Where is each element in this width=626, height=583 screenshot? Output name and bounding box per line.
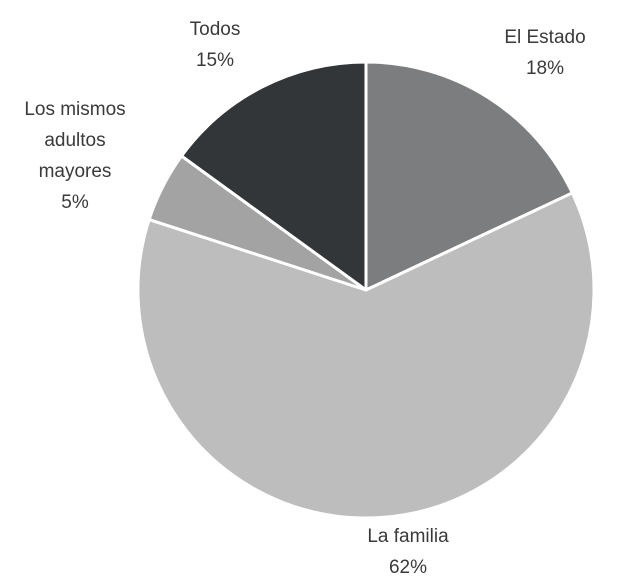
pie-slice xyxy=(364,60,574,292)
value-label: 15% xyxy=(195,50,235,71)
category-label: Los mismos adultos mayores xyxy=(24,99,126,182)
category-label: La familia xyxy=(367,526,449,547)
slice-label: El Estado 18% xyxy=(475,22,615,84)
category-label: Todos xyxy=(189,19,241,40)
category-label: El Estado xyxy=(504,27,586,48)
value-label: 62% xyxy=(388,557,428,578)
value-label: 5% xyxy=(61,192,89,213)
value-label: 18% xyxy=(525,58,565,79)
pie-slice xyxy=(180,60,368,292)
slice-label: Todos 15% xyxy=(155,14,275,76)
pie-slice xyxy=(136,191,596,520)
slice-label: Los mismos adultos mayores 5% xyxy=(16,94,134,218)
slice-label: La familia 62% xyxy=(328,521,488,583)
